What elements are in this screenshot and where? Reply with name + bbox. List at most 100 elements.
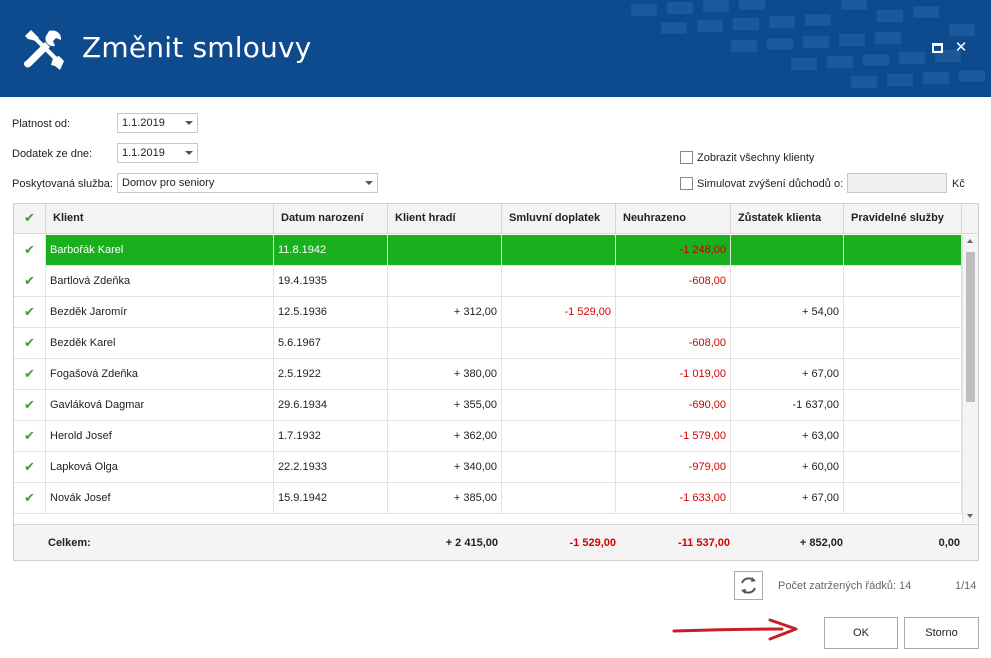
cell-datum: 15.9.1942	[274, 483, 388, 514]
header-zustatek[interactable]: Zůstatek klienta	[731, 204, 844, 234]
platnost-label: Platnost od:	[12, 118, 71, 130]
row-check[interactable]: ✔	[14, 421, 46, 452]
simulovat-checkbox[interactable]	[680, 177, 693, 190]
row-check[interactable]: ✔	[14, 266, 46, 297]
sluzba-label: Poskytovaná služba:	[12, 178, 113, 190]
sluzba-value: Domov pro seniory	[122, 177, 215, 189]
header-datum[interactable]: Datum narození	[274, 204, 388, 234]
chevron-down-icon	[185, 121, 193, 125]
header-klient-hradi[interactable]: Klient hradí	[388, 204, 502, 234]
cell-neuhrazeno: -979,00	[616, 452, 731, 483]
table-row[interactable]: ✔ Herold Josef 1.7.1932 + 362,00 -1 579,00 + …	[14, 421, 962, 452]
cell-smluvni-doplatek	[502, 452, 616, 483]
cell-zustatek: -1 637,00	[731, 390, 844, 421]
cell-zustatek: + 54,00	[731, 297, 844, 328]
cell-pravidelne-sluzby	[844, 266, 962, 297]
cell-pravidelne-sluzby	[844, 328, 962, 359]
grid-scrollbar[interactable]	[962, 235, 978, 523]
check-icon: ✔	[24, 304, 35, 319]
simulovat-label: Simulovat zvýšení důchodů o:	[697, 178, 844, 190]
cell-datum: 19.4.1935	[274, 266, 388, 297]
zobrazit-label: Zobrazit všechny klienty	[697, 152, 815, 164]
row-check[interactable]: ✔	[14, 328, 46, 359]
row-check[interactable]: ✔	[14, 390, 46, 421]
table-row[interactable]: ✔ Barbořák Karel 11.8.1942 -1 248,00	[14, 235, 962, 266]
window-title: Změnit smlouvy	[82, 31, 312, 64]
table-row[interactable]: ✔ Bezděk Karel 5.6.1967 -608,00	[14, 328, 962, 359]
row-check[interactable]: ✔	[14, 359, 46, 390]
row-check[interactable]: ✔	[14, 483, 46, 514]
cell-smluvni-doplatek	[502, 266, 616, 297]
cell-neuhrazeno: -1 248,00	[616, 235, 731, 266]
cell-neuhrazeno: -1 019,00	[616, 359, 731, 390]
simulovat-input[interactable]	[847, 173, 947, 193]
table-row[interactable]: ✔ Fogašová Zdeňka 2.5.1922 + 380,00 -1 019,0…	[14, 359, 962, 390]
scroll-thumb[interactable]	[966, 252, 975, 402]
table-row[interactable]: ✔ Gavláková Dagmar 29.6.1934 + 355,00 -690,0…	[14, 390, 962, 421]
cell-smluvni-doplatek	[502, 235, 616, 266]
header-klient[interactable]: Klient	[46, 204, 274, 234]
table-row[interactable]: ✔ Bartlová Zdeňka 19.4.1935 -608,00	[14, 266, 962, 297]
header-smluvni-doplatek[interactable]: Smluvní doplatek	[502, 204, 616, 234]
cell-datum: 29.6.1934	[274, 390, 388, 421]
row-check[interactable]: ✔	[14, 452, 46, 483]
cell-neuhrazeno: -608,00	[616, 328, 731, 359]
cell-klient-hradi	[388, 266, 502, 297]
platnost-date-picker[interactable]: 1.1.2019	[117, 113, 198, 133]
header-neuhrazeno[interactable]: Neuhrazeno	[616, 204, 731, 234]
storno-button[interactable]: Storno	[904, 617, 979, 649]
dodatek-value: 1.1.2019	[122, 147, 165, 159]
cell-neuhrazeno: -690,00	[616, 390, 731, 421]
dodatek-date-picker[interactable]: 1.1.2019	[117, 143, 198, 163]
cell-neuhrazeno: -1 579,00	[616, 421, 731, 452]
cell-pravidelne-sluzby	[844, 452, 962, 483]
close-button[interactable]: ✕	[953, 40, 969, 56]
header-check-column[interactable]: ✔	[14, 204, 46, 234]
cell-smluvni-doplatek: -1 529,00	[502, 297, 616, 328]
table-row[interactable]: ✔ Novák Josef 15.9.1942 + 385,00 -1 633,00 + …	[14, 483, 962, 514]
chevron-down-icon	[185, 151, 193, 155]
sluzba-select[interactable]: Domov pro seniory	[117, 173, 378, 193]
zobrazit-checkbox[interactable]	[680, 151, 693, 164]
maximize-icon	[931, 43, 943, 53]
ok-button[interactable]: OK	[824, 617, 898, 649]
cell-neuhrazeno: -1 633,00	[616, 483, 731, 514]
cell-datum: 5.6.1967	[274, 328, 388, 359]
check-icon: ✔	[24, 210, 35, 225]
cell-datum: 2.5.1922	[274, 359, 388, 390]
cell-zustatek	[731, 235, 844, 266]
platnost-value: 1.1.2019	[122, 117, 165, 129]
cell-klient: Herold Josef	[46, 421, 274, 452]
cell-pravidelne-sluzby	[844, 297, 962, 328]
scroll-down-icon[interactable]	[967, 514, 973, 518]
window-header: Změnit smlouvy ✕	[0, 0, 991, 97]
cell-klient-hradi: + 385,00	[388, 483, 502, 514]
cell-zustatek	[731, 328, 844, 359]
scroll-up-icon[interactable]	[967, 239, 973, 243]
dodatek-label: Dodatek ze dne:	[12, 148, 93, 160]
check-icon: ✔	[24, 490, 35, 505]
red-arrow-icon	[672, 618, 798, 641]
cell-klient: Barbořák Karel	[46, 235, 274, 266]
cell-datum: 22.2.1933	[274, 452, 388, 483]
header-pravidelne-sluzby[interactable]: Pravidelné služby	[844, 204, 962, 234]
cell-datum: 12.5.1936	[274, 297, 388, 328]
row-check[interactable]: ✔	[14, 297, 46, 328]
row-check[interactable]: ✔	[14, 235, 46, 266]
cell-klient: Bezděk Jaromír	[46, 297, 274, 328]
cell-smluvni-doplatek	[502, 483, 616, 514]
footer-neuhrazeno: -11 537,00	[678, 537, 730, 549]
table-row[interactable]: ✔ Bezděk Jaromír 12.5.1936 + 312,00 -1 529,0…	[14, 297, 962, 328]
check-icon: ✔	[24, 242, 35, 257]
table-row[interactable]: ✔ Lapková Olga 22.2.1933 + 340,00 -979,00 + 6…	[14, 452, 962, 483]
cell-zustatek: + 67,00	[731, 483, 844, 514]
maximize-button[interactable]	[929, 40, 945, 56]
refresh-button[interactable]	[734, 571, 763, 600]
cell-zustatek	[731, 266, 844, 297]
cell-klient-hradi	[388, 235, 502, 266]
chevron-down-icon	[365, 181, 373, 185]
footer-smluvni-doplatek: -1 529,00	[569, 537, 616, 549]
footer-klient-hradi: + 2 415,00	[445, 537, 498, 549]
check-icon: ✔	[24, 366, 35, 381]
cell-pravidelne-sluzby	[844, 421, 962, 452]
